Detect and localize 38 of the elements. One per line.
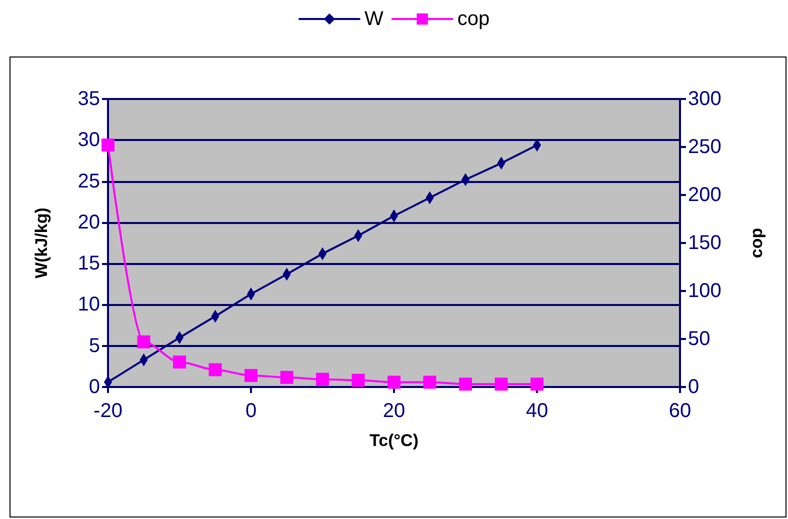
x-tick-label: 40 <box>526 400 548 422</box>
x-axis-title: Tc(°C) <box>370 431 418 450</box>
y-tick-label: 5 <box>88 334 100 357</box>
y2-tick-label: 0 <box>688 376 700 398</box>
point <box>280 370 294 384</box>
y2-tick-label: 250 <box>688 136 722 158</box>
point <box>530 378 544 391</box>
point <box>316 372 329 386</box>
point <box>102 138 114 152</box>
y2-tick-label: 200 <box>688 184 722 206</box>
y-tick-label: 0 <box>88 376 100 398</box>
legend-label: cop <box>457 8 490 30</box>
point <box>208 363 222 376</box>
x-tick-label: -20 <box>94 400 122 422</box>
y2-axis-title: cop <box>747 228 766 258</box>
x-tick-label: 60 <box>668 400 692 422</box>
y2-tick-label: 100 <box>688 280 722 302</box>
y-tick-label: 25 <box>78 170 100 192</box>
point <box>388 376 400 389</box>
point <box>459 378 472 391</box>
y-tick-label: 30 <box>78 129 100 152</box>
y-axis-title: W(kJ/kg) <box>32 208 51 278</box>
x-tick-label: 0 <box>245 400 257 422</box>
y-tick-label: 10 <box>78 294 100 316</box>
point <box>244 368 258 382</box>
y-tick-label: 20 <box>78 211 100 234</box>
legend-label: W <box>364 8 384 30</box>
point <box>173 356 186 369</box>
point <box>494 378 508 391</box>
y2-tick-label: 50 <box>688 328 710 350</box>
point <box>423 376 436 389</box>
x-tick-label: 20 <box>382 400 406 422</box>
point <box>137 335 150 348</box>
y2-tick-label: 300 <box>688 88 722 110</box>
y-tick-label: 15 <box>78 252 100 275</box>
y-tick-label: 35 <box>78 88 100 110</box>
point <box>352 374 365 387</box>
y2-tick-label: 150 <box>688 232 722 254</box>
